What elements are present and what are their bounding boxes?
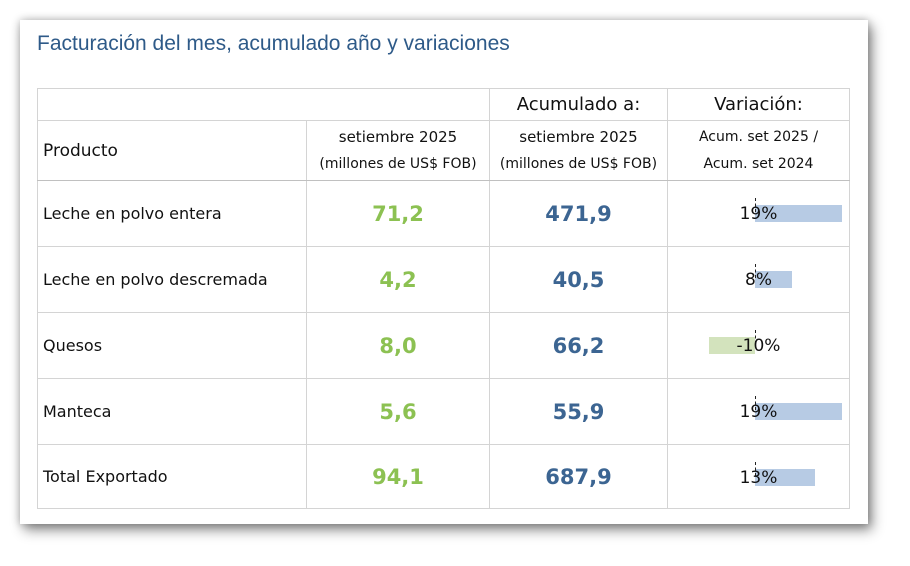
header-acum: setiembre 2025 (millones de US$ FOB): [489, 120, 668, 181]
variacion-cell: 8%: [667, 246, 850, 313]
acumulado-value: 687,9: [489, 444, 668, 509]
variacion-bar: [709, 337, 755, 354]
table-row: Leche en polvo entera 71,2 471,9 19%: [37, 180, 850, 247]
report-card: Facturación del mes, acumulado año y var…: [20, 20, 868, 524]
mes-value: 8,0: [306, 312, 490, 379]
variacion-bar-area: -10%: [668, 313, 849, 378]
variacion-bar: [755, 205, 843, 222]
header-mes-period: setiembre 2025: [338, 127, 458, 146]
variacion-bar: [755, 403, 843, 420]
header-mes-unit: (millones de US$ FOB): [319, 155, 477, 172]
report-title: Facturación del mes, acumulado año y var…: [37, 32, 510, 55]
acumulado-value: 40,5: [489, 246, 668, 313]
mes-value: 4,2: [306, 246, 490, 313]
variacion-value: 13%: [739, 468, 778, 488]
header-row-top: Acumulado a: Variación:: [37, 88, 850, 121]
producto-cell: Manteca: [37, 378, 307, 445]
header-var-line2: Acum. set 2024: [703, 155, 814, 172]
variacion-bar-area: 13%: [668, 445, 849, 508]
header-producto: Producto: [37, 120, 307, 181]
acumulado-value: 471,9: [489, 180, 668, 247]
variacion-value: 8%: [745, 270, 772, 290]
variacion-bar: [755, 469, 815, 486]
variacion-cell: -10%: [667, 312, 850, 379]
producto-cell: Quesos: [37, 312, 307, 379]
table-row: Leche en polvo descremada 4,2 40,5 8%: [37, 246, 850, 313]
mes-value: 5,6: [306, 378, 490, 445]
variacion-bar: [755, 271, 792, 288]
variacion-axis: [755, 396, 756, 410]
header-acumulado: Acumulado a:: [489, 88, 668, 121]
table-row-total: Total Exportado 94,1 687,9 13%: [37, 444, 850, 509]
billing-table: Acumulado a: Variación: Producto setiemb…: [37, 88, 850, 509]
variacion-bar-area: 19%: [668, 379, 849, 444]
variacion-bar-area: 8%: [668, 247, 849, 312]
variacion-cell: 19%: [667, 378, 850, 445]
header-variacion: Variación:: [667, 88, 850, 121]
header-mes: setiembre 2025 (millones de US$ FOB): [306, 120, 490, 181]
variacion-cell: 19%: [667, 180, 850, 247]
header-var: Acum. set 2025 / Acum. set 2024: [667, 120, 850, 181]
acumulado-value: 55,9: [489, 378, 668, 445]
variacion-bar-area: 19%: [668, 181, 849, 246]
acumulado-value: 66,2: [489, 312, 668, 379]
variacion-axis: [755, 330, 756, 344]
variacion-cell: 13%: [667, 444, 850, 509]
table-row: Manteca 5,6 55,9 19%: [37, 378, 850, 445]
header-acum-unit: (millones de US$ FOB): [499, 155, 658, 172]
producto-cell: Leche en polvo entera: [37, 180, 307, 247]
variacion-axis: [755, 264, 756, 278]
mes-value: 94,1: [306, 444, 490, 509]
header-empty-cell: [37, 88, 490, 121]
mes-value: 71,2: [306, 180, 490, 247]
variacion-axis: [755, 462, 756, 476]
table-row: Quesos 8,0 66,2 -10%: [37, 312, 850, 379]
variacion-value: 19%: [739, 204, 778, 224]
variacion-value: 19%: [739, 402, 778, 422]
variacion-axis: [755, 198, 756, 212]
header-row-bottom: Producto setiembre 2025 (millones de US$…: [37, 120, 850, 181]
producto-cell: Leche en polvo descremada: [37, 246, 307, 313]
header-var-line1: Acum. set 2025 /: [698, 128, 819, 145]
producto-cell: Total Exportado: [37, 444, 307, 509]
header-acum-period: setiembre 2025: [519, 127, 638, 146]
variacion-value: -10%: [736, 336, 781, 356]
